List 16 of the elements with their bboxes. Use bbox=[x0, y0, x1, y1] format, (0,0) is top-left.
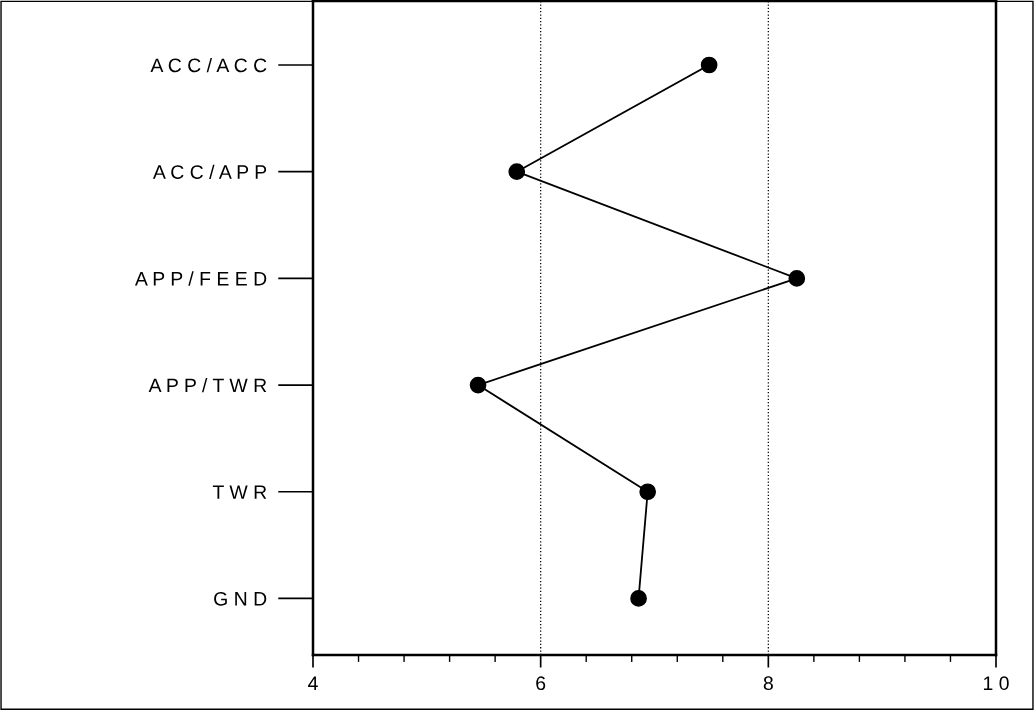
point bbox=[508, 163, 526, 181]
point bbox=[630, 590, 647, 607]
y-tick-label: A P P / T W R bbox=[148, 378, 267, 393]
point bbox=[469, 376, 487, 394]
point bbox=[788, 270, 806, 287]
point bbox=[639, 483, 657, 501]
y-tick-label: G N D bbox=[214, 591, 267, 606]
x-tick-label: 6 bbox=[536, 676, 546, 691]
point bbox=[700, 56, 718, 74]
y-tick-label: A C C / A C C bbox=[150, 57, 267, 73]
x-tick-label: 8 bbox=[763, 676, 773, 691]
y-tick-label: A P P / F E E D bbox=[134, 271, 267, 286]
y-tick-label: T W R bbox=[212, 485, 267, 499]
x-tick-label: 1 0 bbox=[983, 676, 1009, 691]
x-tick-label: 4 bbox=[308, 676, 318, 690]
y-tick-label: A C C / A P P bbox=[152, 164, 267, 179]
